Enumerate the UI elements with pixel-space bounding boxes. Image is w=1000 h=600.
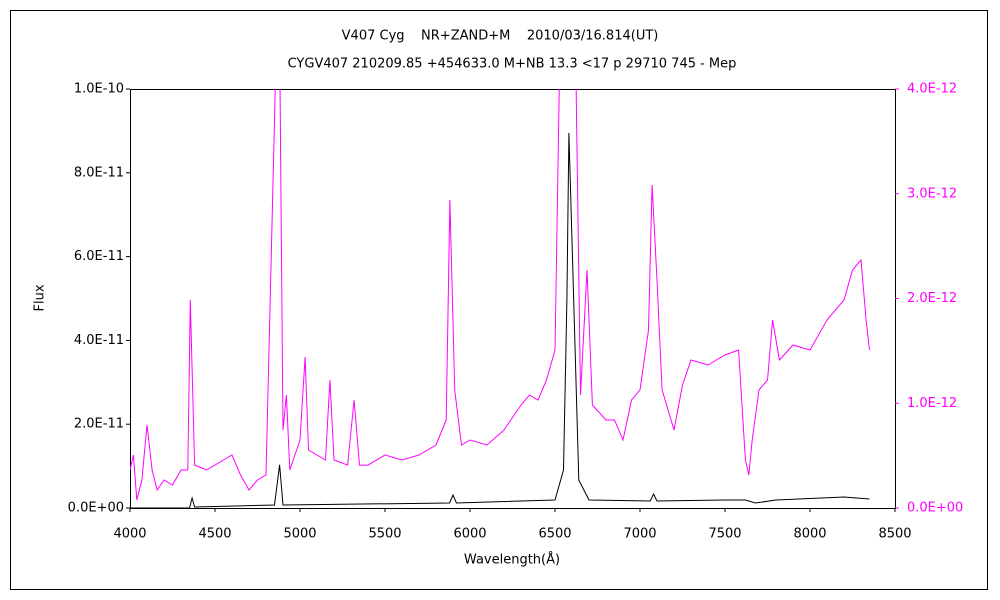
x-tick-label: 6000 bbox=[453, 527, 486, 542]
x-tick-label: 6500 bbox=[538, 527, 571, 542]
y-tick-label: 4.0E-11 bbox=[74, 333, 124, 348]
y2-tick-label: 1.0E-12 bbox=[907, 396, 957, 411]
y2-tick-label: 3.0E-12 bbox=[907, 186, 957, 201]
spectrum-line bbox=[130, 132, 870, 508]
y-tick-label: 2.0E-11 bbox=[74, 417, 124, 432]
y-tick-label: 1.0E-10 bbox=[74, 82, 124, 97]
y2-tick-label: 4.0E-12 bbox=[907, 82, 957, 97]
x-tick-label: 7500 bbox=[708, 527, 741, 542]
y-tick-label: 8.0E-11 bbox=[74, 165, 124, 180]
x-tick-label: 8000 bbox=[793, 527, 826, 542]
x-tick-label: 4500 bbox=[198, 527, 231, 542]
chart-title: V407 Cyg NR+ZAND+M 2010/03/16.814(UT) bbox=[342, 29, 659, 44]
x-tick-label: 5500 bbox=[368, 527, 401, 542]
outer-frame bbox=[10, 10, 988, 590]
y-tick-label: 6.0E-11 bbox=[74, 249, 124, 264]
x-tick-label: 7000 bbox=[623, 527, 656, 542]
y-tick-label: 0.0E+00 bbox=[68, 501, 124, 516]
x-tick-label: 8500 bbox=[878, 527, 911, 542]
chart-subtitle: CYGV407 210209.85 +454633.0 M+NB 13.3 <1… bbox=[288, 57, 737, 72]
spectrum-line bbox=[130, 89, 870, 501]
x-axis-label: Wavelength(Å) bbox=[464, 552, 560, 568]
y2-tick-label: 2.0E-12 bbox=[907, 291, 957, 306]
x-tick-label: 5000 bbox=[283, 527, 316, 542]
plot-frame bbox=[130, 89, 896, 509]
x-tick-label: 4000 bbox=[113, 527, 146, 542]
y2-tick-label: 0.0E+00 bbox=[907, 501, 963, 516]
y-axis-label: Flux bbox=[33, 284, 48, 311]
